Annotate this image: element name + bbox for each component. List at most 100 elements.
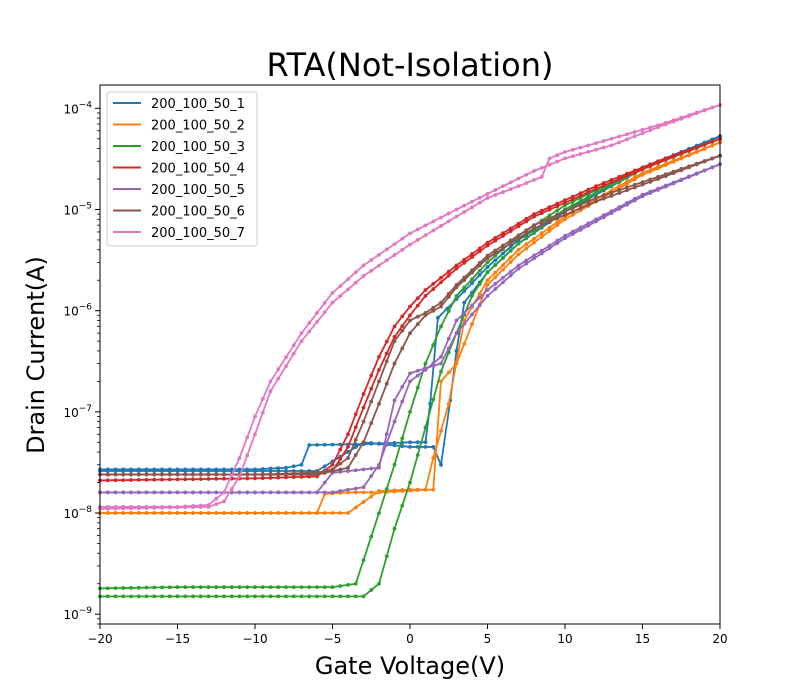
data-point xyxy=(315,585,319,590)
data-point xyxy=(508,248,513,253)
data-point xyxy=(485,278,490,283)
data-point xyxy=(485,282,490,287)
data-point xyxy=(485,288,490,292)
data-point xyxy=(392,361,397,366)
data-point xyxy=(493,193,498,197)
data-point xyxy=(392,488,397,493)
data-point xyxy=(214,490,219,495)
data-point xyxy=(477,195,482,200)
data-point xyxy=(547,229,552,233)
data-point xyxy=(253,414,257,419)
data-point xyxy=(609,180,614,185)
data-point xyxy=(144,594,149,599)
data-point xyxy=(625,132,629,137)
data-point xyxy=(198,472,203,477)
data-point xyxy=(594,141,598,146)
data-point xyxy=(408,445,412,449)
data-point xyxy=(477,291,482,296)
data-point xyxy=(222,499,226,504)
data-point xyxy=(353,468,358,473)
data-point xyxy=(423,313,428,318)
data-point xyxy=(338,489,343,493)
data-point xyxy=(284,511,288,515)
data-point xyxy=(539,174,544,179)
data-point xyxy=(167,505,172,510)
data-point xyxy=(160,594,164,599)
data-point xyxy=(477,249,482,254)
data-point xyxy=(276,367,281,372)
data-point xyxy=(656,160,660,165)
data-point xyxy=(392,443,397,448)
data-point xyxy=(586,149,591,154)
data-point xyxy=(431,308,436,313)
data-point xyxy=(408,231,412,236)
data-point xyxy=(245,472,250,477)
data-point xyxy=(377,489,381,493)
data-point xyxy=(377,367,381,372)
data-point xyxy=(353,486,358,491)
data-point xyxy=(121,490,126,495)
data-point xyxy=(175,477,180,482)
data-point xyxy=(330,469,335,474)
data-point xyxy=(322,511,327,515)
data-point xyxy=(408,318,412,323)
data-point xyxy=(253,432,257,437)
data-point xyxy=(446,273,451,278)
data-point xyxy=(470,255,474,260)
series-200_100_50_2 xyxy=(98,140,722,515)
data-point xyxy=(384,432,389,436)
data-point xyxy=(276,472,281,477)
data-point xyxy=(191,585,195,590)
data-point xyxy=(570,212,575,217)
data-point xyxy=(206,585,211,590)
data-point xyxy=(214,469,219,473)
data-point xyxy=(284,364,288,369)
data-point xyxy=(516,263,521,268)
chart-title: RTA(Not-Isolation) xyxy=(267,46,554,84)
data-point xyxy=(330,511,335,515)
data-point xyxy=(516,184,521,189)
data-point xyxy=(625,185,629,190)
data-point xyxy=(609,136,614,141)
data-point xyxy=(214,472,219,477)
data-point xyxy=(198,469,203,473)
data-point xyxy=(322,310,327,315)
data-point xyxy=(415,440,420,445)
data-point xyxy=(423,440,428,445)
data-point xyxy=(160,477,164,482)
data-point xyxy=(524,242,529,247)
data-point xyxy=(532,226,536,231)
data-point xyxy=(245,490,250,495)
data-point xyxy=(439,361,443,366)
data-point xyxy=(299,490,304,495)
data-point xyxy=(493,263,498,267)
data-point xyxy=(570,206,575,211)
data-point xyxy=(330,290,335,295)
data-point xyxy=(222,594,226,599)
data-point xyxy=(485,260,490,265)
data-point xyxy=(632,134,637,139)
data-point xyxy=(113,478,118,483)
data-point xyxy=(245,435,250,440)
data-point xyxy=(454,361,459,366)
data-point xyxy=(152,511,157,515)
data-point xyxy=(222,490,226,495)
data-point xyxy=(423,293,428,298)
data-point xyxy=(501,256,505,260)
data-point xyxy=(617,188,622,192)
data-point xyxy=(594,147,598,152)
legend-label: 200_100_50_5 xyxy=(151,183,245,198)
data-point xyxy=(361,594,366,599)
data-point xyxy=(578,145,583,150)
data-point xyxy=(656,177,660,181)
data-point xyxy=(129,506,133,511)
data-point xyxy=(493,258,498,263)
data-point xyxy=(322,480,327,485)
data-point xyxy=(346,594,350,599)
data-point xyxy=(214,511,219,515)
data-point xyxy=(431,343,436,347)
data-point xyxy=(423,445,428,449)
data-point xyxy=(353,505,358,510)
y-axis-label: Drain Current(A) xyxy=(22,256,50,454)
data-point xyxy=(400,436,405,441)
